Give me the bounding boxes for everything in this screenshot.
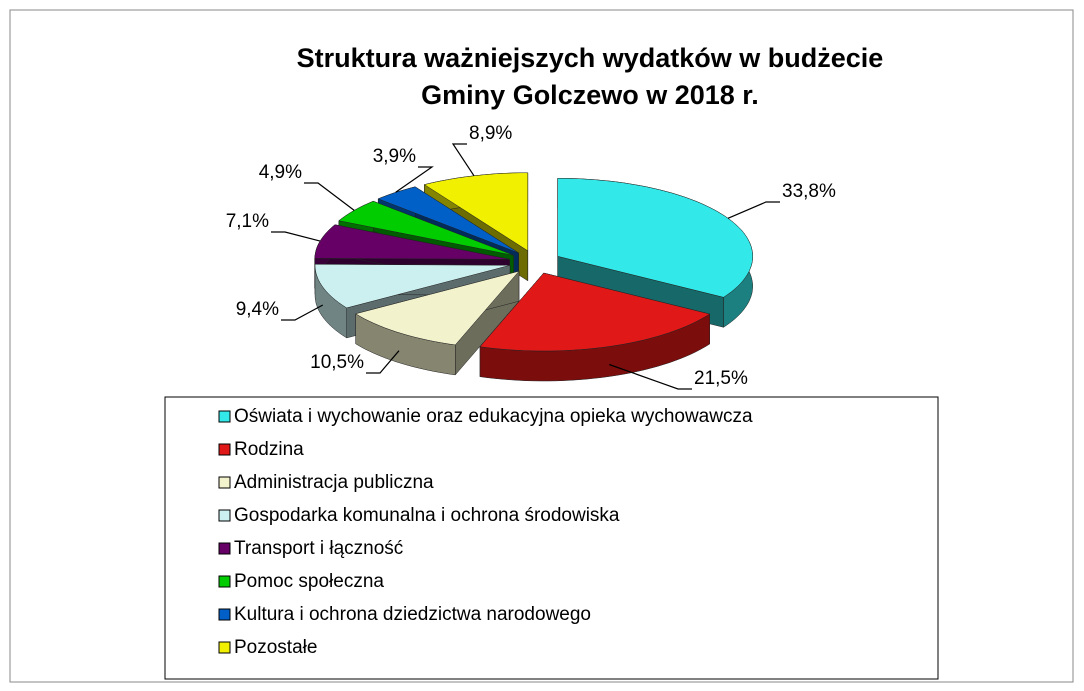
leader-line [304,182,355,211]
legend-swatch [218,608,231,621]
legend-swatch [218,542,231,555]
data-label: 33,8% [782,181,836,202]
chart-title: Struktura ważniejszych wydatków w budżec… [297,43,884,73]
data-label: 10,5% [310,352,364,373]
legend-label: Gospodarka komunalna i ochrona środowisk… [234,505,620,526]
data-label: 3,9% [373,146,416,167]
leader-line [727,201,780,219]
legend-label: Transport i łączność [234,538,403,559]
legend-swatch [218,476,231,489]
chart-title: Gminy Golczewo w 2018 r. [421,80,759,110]
leader-line [366,350,400,374]
slice [355,270,520,376]
legend-box [164,396,939,680]
leader-line [271,231,321,242]
legend-swatch [218,509,231,522]
legend-label: Kultura i ochrona dziedzictwa narodowego [234,604,591,625]
leader-line [395,166,434,193]
slice-face [314,264,511,309]
slice-face [355,270,520,346]
legend-label: Oświata i wychowanie oraz edukacyjna opi… [234,406,753,427]
legend-label: Rodzina [234,439,304,460]
data-label: 21,5% [694,368,748,389]
leader-line [608,363,692,390]
data-label: 8,9% [469,123,512,144]
leader-line [281,304,324,321]
legend-swatch [218,443,231,456]
data-label: 7,1% [226,211,269,232]
legend-swatch [218,410,231,423]
slice [479,272,711,382]
legend-label: Pomoc społeczna [234,571,384,592]
legend-label: Pozostałe [234,637,317,658]
legend-label: Administracja publiczna [234,472,434,493]
legend-swatch [218,641,231,654]
data-label: 4,9% [259,162,302,183]
slice-face [479,272,711,352]
legend-swatch [218,575,231,588]
data-label: 9,4% [236,299,279,320]
leader-line [451,143,475,177]
